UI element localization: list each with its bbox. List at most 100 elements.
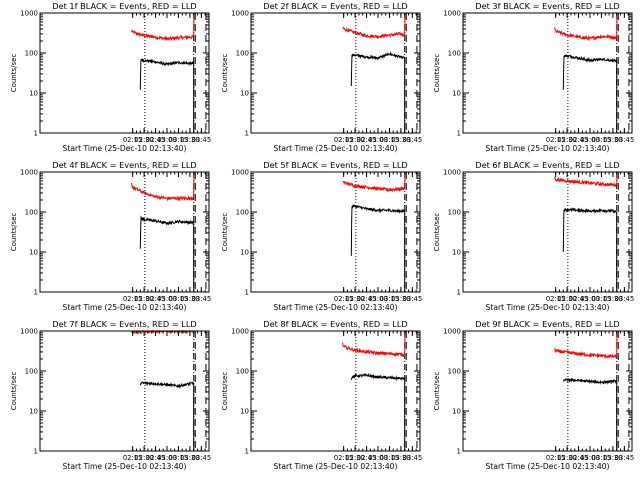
x-tick-label: 03:30 [180, 295, 200, 303]
events-series-line [562, 377, 618, 451]
panel-det-3: Det 3f BLACK = Events, RED = LLD 1 10 100 10… [433, 1, 634, 153]
x-tick-label: 02:45 [569, 136, 589, 144]
y-axis-label: Counts/sec [10, 213, 18, 252]
x-tick-label: 03:00 [580, 295, 600, 303]
lld-series-line [554, 12, 618, 42]
x-tick-label: 02:15 [123, 295, 143, 303]
y-tick-label: 1 [34, 289, 38, 297]
x-tick-label: 03:00 [368, 454, 388, 462]
x-tick-label: 02:15 [123, 136, 143, 144]
x-tick-label: 03:30 [603, 295, 623, 303]
lld-series-line [554, 171, 618, 188]
panel-det-6: Det 6f BLACK = Events, RED = LLD 1 10 100 10… [433, 160, 634, 312]
panel-title: Det 5f BLACK = Events, RED = LLD [263, 160, 407, 170]
x-tick-label: 03:45 [615, 295, 635, 303]
x-tick-label: 03:00 [157, 136, 177, 144]
x-tick-label: 03:45 [192, 454, 212, 462]
panel-title: Det 2f BLACK = Events, RED = LLD [263, 1, 407, 11]
panel-det-2: Det 2f BLACK = Events, RED = LLD 1 10 100 10… [221, 1, 422, 153]
y-axis-label: Counts/sec [433, 54, 441, 93]
x-tick-label: 03:30 [391, 295, 411, 303]
x-tick-label: 03:30 [180, 136, 200, 144]
y-tick-label: 100 [236, 50, 249, 58]
events-series-line [350, 372, 406, 451]
y-tick-label: 1 [457, 448, 461, 456]
y-tick-label: 100 [448, 368, 461, 376]
x-tick-label: 02:30 [345, 136, 365, 144]
x-tick-label: 02:45 [146, 454, 166, 462]
y-tick-label: 1000 [443, 328, 461, 336]
x-tick-label: 02:45 [569, 295, 589, 303]
panel-title: Det 6f BLACK = Events, RED = LLD [475, 160, 619, 170]
x-tick-label: 02:30 [134, 454, 154, 462]
panel-det-9: Det 9f BLACK = Events, RED = LLD 1 10 100 10… [433, 319, 634, 471]
events-series-line [350, 51, 406, 133]
events-series-line [139, 380, 195, 451]
x-tick-label: 03:00 [368, 295, 388, 303]
lld-series-line [342, 330, 406, 358]
x-tick-label: 02:15 [546, 136, 566, 144]
panel-title: Det 9f BLACK = Events, RED = LLD [475, 319, 619, 329]
y-tick-label: 10 [452, 249, 461, 257]
x-tick-label: 02:45 [357, 136, 377, 144]
x-tick-label: 03:45 [403, 295, 423, 303]
y-tick-label: 1 [457, 289, 461, 297]
x-tick-label: 03:00 [580, 454, 600, 462]
x-tick-label: 02:30 [134, 295, 154, 303]
x-tick-label: 03:00 [157, 454, 177, 462]
x-tick-label: 03:00 [157, 295, 177, 303]
x-tick-label: 03:15 [169, 136, 189, 144]
x-axis-label: Start Time (25-Dec-10 02:13:40) [63, 462, 187, 471]
x-tick-label: 03:15 [380, 295, 400, 303]
x-axis-label: Start Time (25-Dec-10 02:13:40) [63, 303, 187, 312]
x-tick-label: 03:45 [403, 136, 423, 144]
y-tick-label: 10 [29, 90, 38, 98]
x-tick-label: 03:30 [180, 454, 200, 462]
x-tick-label: 03:15 [592, 295, 612, 303]
y-tick-label: 1000 [231, 169, 249, 177]
y-tick-label: 100 [25, 368, 38, 376]
x-tick-label: 02:30 [557, 136, 577, 144]
plot-frame [462, 12, 633, 134]
x-axis-label: Start Time (25-Dec-10 02:13:40) [486, 303, 610, 312]
lld-series-line [554, 330, 618, 360]
x-tick-label: 03:15 [380, 454, 400, 462]
x-tick-label: 03:00 [580, 136, 600, 144]
y-axis-label: Counts/sec [433, 372, 441, 411]
y-tick-label: 100 [25, 50, 38, 58]
panel-det-4: Det 4f BLACK = Events, RED = LLD 1 10 100 10… [10, 160, 211, 312]
y-tick-label: 10 [29, 408, 38, 416]
events-series-line [562, 207, 618, 292]
y-axis-label: Counts/sec [10, 54, 18, 93]
panel-title: Det 3f BLACK = Events, RED = LLD [475, 1, 619, 11]
y-axis-label: Counts/sec [221, 372, 229, 411]
y-tick-label: 1000 [20, 10, 38, 18]
x-tick-label: 03:00 [368, 136, 388, 144]
y-tick-label: 1000 [443, 10, 461, 18]
panel-det-1: Det 1f BLACK = Events, RED = LLD 1 10 100 10… [10, 1, 211, 153]
x-tick-label: 03:15 [592, 454, 612, 462]
x-axis-label: Start Time (25-Dec-10 02:13:40) [486, 462, 610, 471]
x-tick-label: 03:45 [615, 454, 635, 462]
y-tick-label: 1 [245, 289, 249, 297]
x-tick-label: 03:30 [391, 136, 411, 144]
x-tick-label: 02:15 [123, 454, 143, 462]
plot-frame [462, 171, 633, 293]
panel-title: Det 1f BLACK = Events, RED = LLD [52, 1, 196, 11]
y-tick-label: 100 [25, 209, 38, 217]
y-tick-label: 100 [236, 209, 249, 217]
x-tick-label: 02:30 [345, 454, 365, 462]
panel-det-5: Det 5f BLACK = Events, RED = LLD 1 10 100 10… [221, 160, 422, 312]
y-tick-label: 10 [240, 408, 249, 416]
plot-frame [250, 171, 421, 293]
x-tick-label: 03:45 [615, 136, 635, 144]
events-series-line [139, 215, 195, 292]
events-series-line [139, 57, 195, 133]
y-tick-label: 1000 [20, 328, 38, 336]
plot-frame [39, 171, 210, 293]
y-tick-label: 1 [245, 448, 249, 456]
x-tick-label: 03:30 [603, 454, 623, 462]
x-tick-label: 02:30 [557, 295, 577, 303]
x-tick-label: 02:15 [334, 136, 354, 144]
